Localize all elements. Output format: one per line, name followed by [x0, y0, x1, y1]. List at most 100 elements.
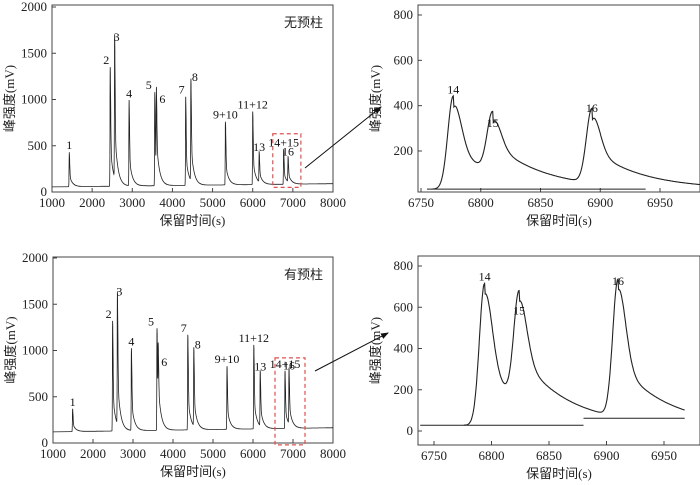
chart-overview-no-precolumn: 1000 2000 3000 4000 5000 6000 7000 8000 0 500 1000… [2, 0, 346, 228]
y-tick-label: 200 [394, 382, 414, 397]
y-tick-label: 800 [394, 7, 414, 22]
peak-label: 5 [146, 78, 152, 92]
chromatogram-line [68, 34, 333, 188]
x-tick-label: 5000 [200, 195, 226, 210]
y-tick-label: 0 [42, 435, 49, 450]
peak-label: 13 [254, 360, 266, 374]
y-tick-label: 0 [41, 184, 48, 199]
x-axis-label: 保留时间(s) [526, 466, 592, 481]
x-tick-label: 4000 [160, 446, 186, 461]
peak-label: 4 [128, 335, 134, 349]
x-tick-label: 8000 [320, 195, 346, 210]
y-tick-label: 400 [394, 98, 414, 113]
peak-label: 3 [114, 30, 120, 44]
zoom-arrows [304, 106, 389, 372]
peak-label: 14+15 [268, 135, 299, 149]
peak-label: 1 [70, 395, 76, 409]
peak-label: 8 [195, 337, 201, 351]
chart-zoom-no-precolumn: 6750 6800 6850 6900 6950 200 400 600 800 保留时间(s) 峰… [368, 4, 700, 228]
x-tick-label: 1000 [40, 446, 66, 461]
y-tick-label: 1500 [22, 296, 48, 311]
peak-label: 9+10 [213, 108, 238, 122]
peak-label: 11+12 [238, 98, 268, 112]
plot-frame [417, 4, 700, 193]
zoom-highlight-box [272, 133, 302, 188]
x-tick-label: 3000 [119, 195, 145, 210]
zoom-arrow-bottom [314, 332, 389, 372]
plot-area [426, 94, 700, 190]
chromatogram-line [71, 291, 333, 432]
peak-label: 16 [283, 359, 295, 373]
chart-zoom-with-precolumn: 6750 6800 6850 6900 6950 0 200 400 600 800 保留时间(s)… [368, 255, 700, 481]
y-axis-label: 峰强度(mV) [2, 65, 17, 132]
y-tick-label: 1500 [21, 45, 47, 60]
peak-label: 2 [106, 307, 112, 321]
peak-label: 2 [103, 53, 109, 67]
peak-label: 6 [161, 355, 167, 369]
x-tick-label: 8000 [320, 446, 346, 461]
peak-label: 14 [479, 270, 491, 284]
panel-annotation: 有预柱 [284, 267, 323, 282]
x-axis-label: 保留时间(s) [160, 213, 226, 228]
y-tick-label: 1000 [22, 343, 48, 358]
y-tick-label: 1000 [21, 92, 47, 107]
x-tick-label: 6900 [594, 448, 620, 463]
y-axis-label: 峰强度(mV) [368, 65, 383, 132]
y-tick-label: 600 [394, 52, 414, 67]
peak-label: 14 [447, 82, 459, 96]
x-tick-label: 6950 [651, 448, 677, 463]
panel-annotation: 无预柱 [284, 15, 323, 30]
y-tick-label: 800 [394, 258, 414, 273]
plot-area [420, 277, 685, 426]
plot-frame [417, 255, 700, 446]
x-tick-label: 6850 [528, 195, 554, 210]
x-tick-label: 5000 [200, 446, 226, 461]
x-tick-label: 7000 [280, 195, 306, 210]
peak-label: 8 [192, 70, 198, 84]
x-axis-label: 保留时间(s) [526, 213, 592, 228]
y-tick-label: 2000 [21, 0, 47, 14]
x-tick-label: 2000 [79, 195, 105, 210]
x-tick-label: 6850 [536, 448, 562, 463]
x-tick-label: 6800 [479, 448, 505, 463]
x-tick-label: 6950 [647, 195, 673, 210]
peak-label: 6 [159, 92, 165, 106]
chromatogram-line [463, 277, 685, 426]
x-tick-label: 1000 [39, 195, 65, 210]
y-axis-label: 峰强度(mV) [3, 316, 18, 383]
peak-label: 4 [126, 86, 132, 100]
chromatogram-line [431, 94, 700, 190]
chart-overview-with-precolumn: 1000 2000 3000 4000 5000 6000 7000 8000 0 500 1000… [3, 250, 346, 479]
peak-label: 16 [586, 101, 598, 115]
peak-label: 16 [282, 145, 294, 159]
plot-frame [51, 4, 334, 193]
y-tick-label: 500 [29, 389, 49, 404]
x-tick-label: 6900 [587, 195, 613, 210]
peak-label: 11+12 [239, 331, 269, 345]
x-tick-label: 6800 [468, 195, 494, 210]
peak-label: 14+15 [270, 357, 301, 371]
x-tick-label: 6750 [408, 195, 434, 210]
peak-label: 15 [487, 116, 499, 130]
peak-label: 13 [253, 140, 265, 154]
x-tick-label: 3000 [120, 446, 146, 461]
peak-label: 1 [66, 138, 72, 152]
y-tick-label: 500 [28, 138, 48, 153]
y-tick-label: 2000 [22, 250, 48, 265]
y-tick-label: 0 [407, 423, 414, 438]
x-axis-label: 保留时间(s) [160, 464, 226, 479]
peak-label: 7 [181, 321, 187, 335]
x-tick-label: 4000 [159, 195, 185, 210]
y-axis-label: 峰强度(mV) [368, 317, 383, 384]
x-tick-label: 6000 [240, 195, 266, 210]
y-tick-label: 400 [394, 341, 414, 356]
y-tick-label: 200 [394, 143, 414, 158]
peak-label: 9+10 [215, 352, 240, 366]
x-tick-label: 2000 [80, 446, 106, 461]
x-tick-label: 6000 [240, 446, 266, 461]
x-tick-label: 7000 [280, 446, 306, 461]
peak-label: 3 [116, 285, 122, 299]
y-tick-label: 600 [394, 299, 414, 314]
peak-label: 7 [179, 83, 185, 97]
